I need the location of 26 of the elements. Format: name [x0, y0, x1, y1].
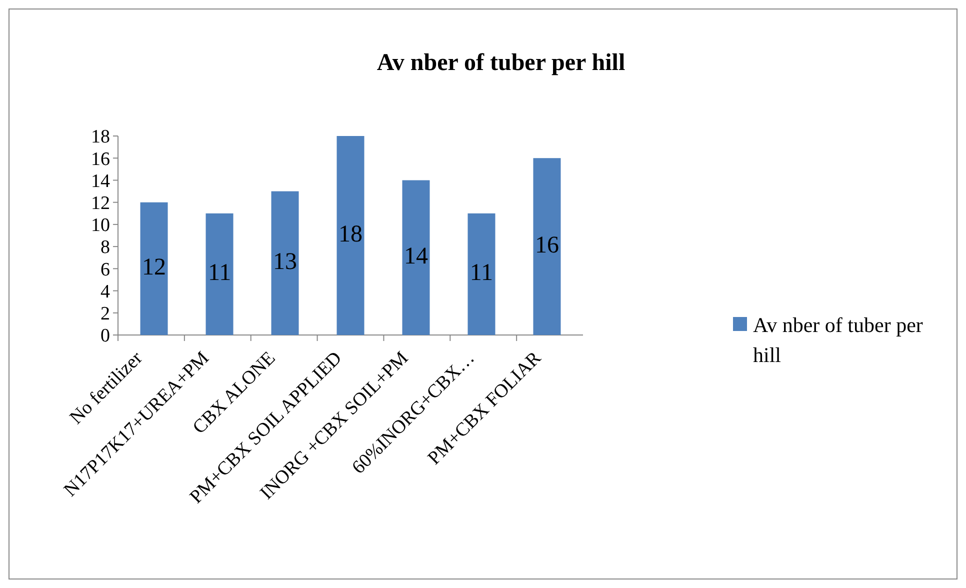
- data-label: 13: [273, 249, 298, 276]
- y-tick-label: 2: [100, 304, 110, 325]
- y-tick-label: 0: [100, 326, 110, 347]
- bar: [533, 158, 561, 335]
- bar: [206, 213, 234, 335]
- data-label: 18: [338, 222, 362, 248]
- bar: [140, 202, 168, 335]
- y-tick-label: 14: [91, 170, 110, 192]
- data-label: 12: [142, 254, 166, 281]
- legend-label: Av nber of tuber per hill: [753, 313, 923, 367]
- data-label: 11: [470, 260, 494, 286]
- y-tick-label: 18: [91, 126, 110, 148]
- y-tick-label: 16: [91, 148, 110, 170]
- data-label: 14: [404, 244, 428, 270]
- y-tick-label: 4: [100, 281, 110, 302]
- bar: [468, 213, 496, 335]
- bar: [271, 191, 299, 335]
- y-tick-label: 6: [100, 259, 110, 280]
- y-tick-label: 8: [100, 237, 110, 258]
- bar: [336, 136, 364, 335]
- y-tick-label: 12: [91, 192, 110, 214]
- chart-title: Av nber of tuber per hill: [376, 50, 626, 76]
- y-tick-label: 10: [91, 215, 110, 236]
- data-label: 16: [534, 232, 559, 259]
- bar: [402, 180, 430, 335]
- data-label: 11: [208, 260, 232, 286]
